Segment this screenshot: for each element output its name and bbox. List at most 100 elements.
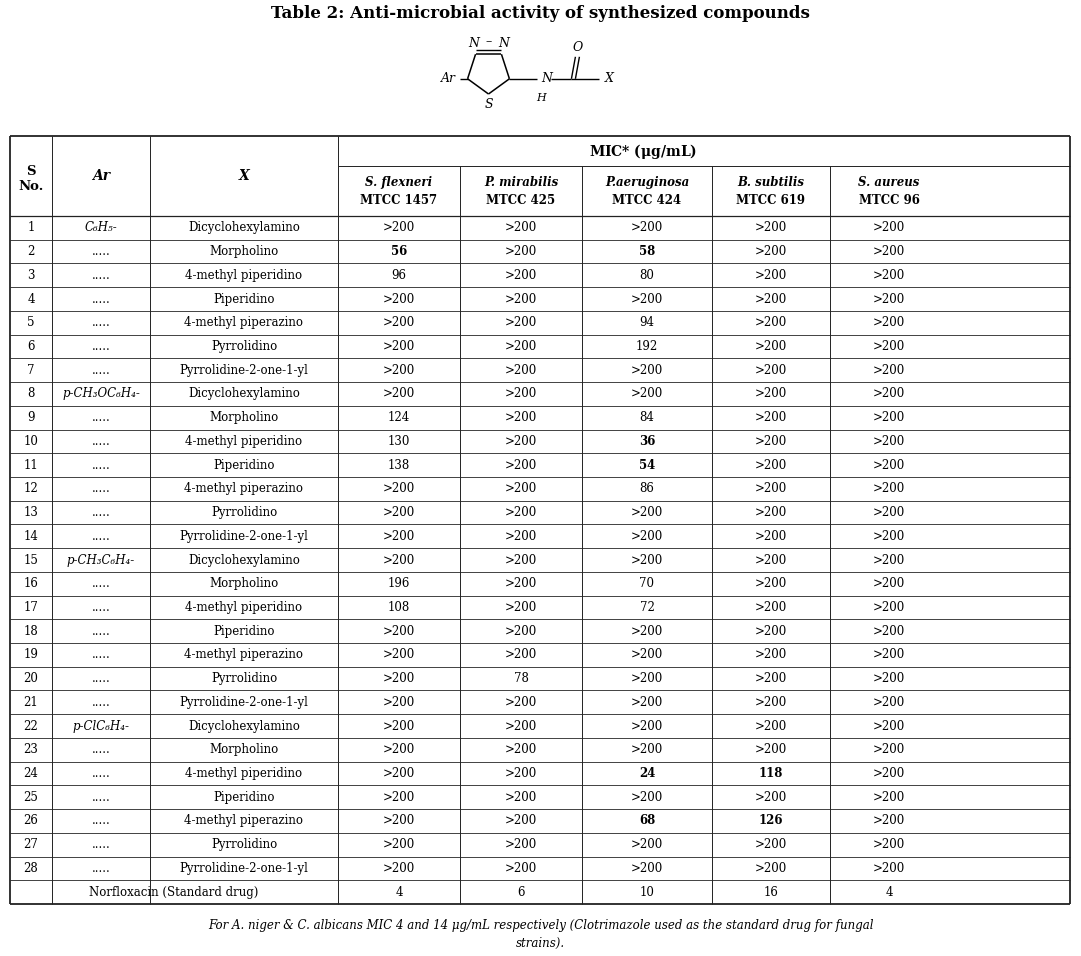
Text: Morpholino: Morpholino xyxy=(210,245,279,258)
Text: >200: >200 xyxy=(505,554,537,567)
Text: 4-methyl piperazino: 4-methyl piperazino xyxy=(185,483,304,495)
Text: 2: 2 xyxy=(27,245,35,258)
Text: Pyrrolidine-2-one-1-yl: Pyrrolidine-2-one-1-yl xyxy=(179,696,308,708)
Text: >200: >200 xyxy=(383,340,415,353)
Text: >200: >200 xyxy=(505,411,537,424)
Text: >200: >200 xyxy=(872,862,905,875)
Text: 72: 72 xyxy=(640,601,654,614)
Text: >200: >200 xyxy=(505,648,537,662)
Text: 24: 24 xyxy=(639,767,655,780)
Text: 86: 86 xyxy=(640,483,654,495)
Text: >200: >200 xyxy=(755,530,787,543)
Text: .....: ..... xyxy=(92,624,110,638)
Text: >200: >200 xyxy=(872,838,905,851)
Text: 138: 138 xyxy=(388,459,410,471)
Text: p-ClC₆H₄-: p-ClC₆H₄- xyxy=(72,720,130,732)
Text: >200: >200 xyxy=(383,838,415,851)
Text: 20: 20 xyxy=(24,672,39,685)
Text: >200: >200 xyxy=(872,530,905,543)
Text: >200: >200 xyxy=(505,245,537,258)
Text: >200: >200 xyxy=(505,340,537,353)
Text: 192: 192 xyxy=(636,340,658,353)
Text: >200: >200 xyxy=(383,815,415,828)
Text: Pyrrolidino: Pyrrolidino xyxy=(211,340,277,353)
Text: 22: 22 xyxy=(24,720,38,732)
Text: B. subtilis: B. subtilis xyxy=(737,176,804,188)
Text: 7: 7 xyxy=(27,363,35,377)
Text: >200: >200 xyxy=(505,696,537,708)
Text: >200: >200 xyxy=(872,815,905,828)
Text: .....: ..... xyxy=(92,838,110,851)
Text: >200: >200 xyxy=(505,435,537,447)
Text: >200: >200 xyxy=(631,387,663,401)
Text: >200: >200 xyxy=(383,791,415,804)
Text: Morpholino: Morpholino xyxy=(210,744,279,756)
Text: .....: ..... xyxy=(92,269,110,282)
Text: S: S xyxy=(26,164,36,178)
Text: >200: >200 xyxy=(872,720,905,732)
Text: N: N xyxy=(542,73,552,85)
Text: >200: >200 xyxy=(755,696,787,708)
Text: >200: >200 xyxy=(505,506,537,519)
Text: 118: 118 xyxy=(759,767,784,780)
Text: Pyrrolidine-2-one-1-yl: Pyrrolidine-2-one-1-yl xyxy=(179,363,308,377)
Text: >200: >200 xyxy=(755,387,787,401)
Text: >200: >200 xyxy=(872,387,905,401)
Text: For A. niger & C. albicans MIC 4 and 14 μg/mL respectively (Clotrimazole used as: For A. niger & C. albicans MIC 4 and 14 … xyxy=(208,920,873,932)
Text: strains).: strains). xyxy=(516,937,565,949)
Text: .....: ..... xyxy=(92,744,110,756)
Text: >200: >200 xyxy=(631,293,663,306)
Text: >200: >200 xyxy=(505,720,537,732)
Text: Piperidino: Piperidino xyxy=(213,293,275,306)
Text: >200: >200 xyxy=(505,862,537,875)
Text: 70: 70 xyxy=(640,577,654,590)
Text: 25: 25 xyxy=(24,791,39,804)
Text: .....: ..... xyxy=(92,530,110,543)
Text: S. flexneri: S. flexneri xyxy=(365,176,432,188)
Text: MTCC 96: MTCC 96 xyxy=(858,193,920,206)
Text: Dicyclohexylamino: Dicyclohexylamino xyxy=(188,720,299,732)
Text: >200: >200 xyxy=(383,554,415,567)
Text: >200: >200 xyxy=(631,648,663,662)
Text: >200: >200 xyxy=(872,577,905,590)
Text: >200: >200 xyxy=(383,483,415,495)
Text: 16: 16 xyxy=(763,885,778,899)
Text: .....: ..... xyxy=(92,862,110,875)
Text: 19: 19 xyxy=(24,648,39,662)
Text: MTCC 1457: MTCC 1457 xyxy=(360,193,438,206)
Text: >200: >200 xyxy=(872,506,905,519)
Text: 94: 94 xyxy=(640,316,654,329)
Text: >200: >200 xyxy=(755,648,787,662)
Text: 8: 8 xyxy=(27,387,35,401)
Text: >200: >200 xyxy=(505,838,537,851)
Text: 4-methyl piperidino: 4-methyl piperidino xyxy=(186,767,303,780)
Text: O: O xyxy=(572,41,583,54)
Text: 18: 18 xyxy=(24,624,38,638)
Text: >200: >200 xyxy=(383,648,415,662)
Text: >200: >200 xyxy=(755,483,787,495)
Text: >200: >200 xyxy=(872,459,905,471)
Text: >200: >200 xyxy=(872,648,905,662)
Text: >200: >200 xyxy=(755,862,787,875)
Text: >200: >200 xyxy=(872,435,905,447)
Text: >200: >200 xyxy=(872,672,905,685)
Text: H: H xyxy=(536,93,546,103)
Text: .....: ..... xyxy=(92,791,110,804)
Text: >200: >200 xyxy=(631,624,663,638)
Text: >200: >200 xyxy=(505,483,537,495)
Text: .....: ..... xyxy=(92,672,110,685)
Text: >200: >200 xyxy=(631,791,663,804)
Text: 5: 5 xyxy=(27,316,35,329)
Text: Ar: Ar xyxy=(92,169,110,183)
Text: 108: 108 xyxy=(388,601,410,614)
Text: >200: >200 xyxy=(505,363,537,377)
Text: MTCC 424: MTCC 424 xyxy=(613,193,681,206)
Text: >200: >200 xyxy=(383,222,415,234)
Text: Dicyclohexylamino: Dicyclohexylamino xyxy=(188,554,299,567)
Text: >200: >200 xyxy=(631,506,663,519)
Text: >200: >200 xyxy=(755,222,787,234)
Text: >200: >200 xyxy=(755,554,787,567)
Text: >200: >200 xyxy=(505,577,537,590)
Text: >200: >200 xyxy=(631,862,663,875)
Text: 4-methyl piperazino: 4-methyl piperazino xyxy=(185,316,304,329)
